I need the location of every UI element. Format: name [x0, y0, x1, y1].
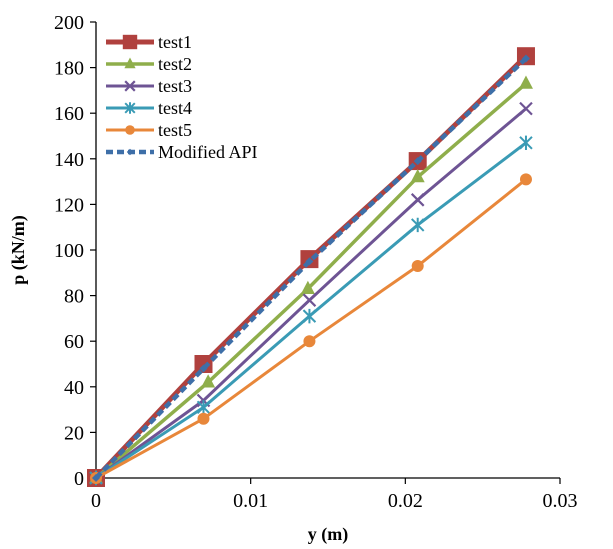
x-axis-title: y (m) [308, 524, 348, 545]
data-point [302, 308, 317, 324]
data-point [305, 257, 314, 266]
series-test2 [89, 75, 533, 484]
legend-item: test4 [106, 98, 192, 118]
legend-item: test5 [106, 120, 192, 140]
data-point [411, 259, 424, 272]
y-ticks: 0 20 40 60 80 100 120 140 160 180 200 [54, 12, 96, 490]
data-point [302, 293, 317, 307]
legend-label: test3 [158, 76, 192, 96]
y-tick-label: 180 [54, 58, 84, 80]
series-line [94, 56, 528, 480]
legend-label: test5 [158, 120, 192, 140]
series-group [87, 47, 535, 487]
legend-marker [124, 80, 136, 92]
y-tick-label: 80 [64, 286, 84, 308]
y-tick-label: 160 [54, 103, 84, 125]
legend-item: test1 [106, 32, 192, 52]
y-tick-label: 60 [64, 331, 84, 353]
data-point [519, 135, 533, 151]
legend-label: test2 [158, 54, 192, 74]
data-point [410, 193, 425, 207]
y-axis-title: p (kN/m) [8, 215, 29, 285]
series-line [95, 141, 527, 480]
legend-marker [126, 148, 134, 156]
y-tick-label: 0 [74, 468, 84, 490]
data-point [300, 280, 315, 295]
legend-item: test2 [106, 54, 192, 74]
y-tick-label: 200 [54, 12, 84, 34]
legend-item: Modified API [106, 142, 258, 162]
plot-area: 0 0.01 0.02 0.03 0 20 40 60 80 100 120 140 160 180 20… [54, 12, 578, 512]
x-tick-label: 0 [91, 490, 101, 512]
data-point [413, 157, 422, 166]
legend-marker [124, 102, 136, 114]
data-point [410, 217, 425, 233]
legend-item: test3 [106, 76, 192, 96]
legend-label: test1 [158, 32, 192, 52]
y-tick-label: 40 [64, 377, 84, 399]
legend-label: test4 [158, 98, 192, 118]
data-point [519, 101, 533, 116]
y-tick-label: 120 [54, 194, 84, 216]
legend-marker [125, 125, 135, 135]
data-point [303, 335, 316, 348]
legend-marker [122, 34, 138, 50]
x-tick-label: 0.02 [388, 490, 423, 512]
data-point [410, 168, 425, 183]
legend-label: Modified API [158, 142, 258, 162]
x-tick-label: 0.03 [543, 490, 578, 512]
legend-marker [124, 57, 136, 69]
data-point [194, 355, 213, 373]
x-ticks: 0 0.01 0.02 0.03 [91, 478, 578, 512]
data-point [196, 400, 211, 415]
data-point [197, 412, 210, 425]
y-tick-label: 140 [54, 149, 84, 171]
data-point [201, 374, 216, 388]
data-point [92, 474, 100, 482]
series-modified-api [92, 54, 530, 482]
data-point [521, 54, 530, 63]
data-point [519, 173, 532, 186]
x-tick-label: 0.01 [233, 490, 268, 512]
data-point [199, 364, 208, 373]
y-tick-label: 100 [54, 240, 84, 262]
y-tick-label: 20 [64, 422, 84, 444]
data-point [518, 75, 533, 89]
